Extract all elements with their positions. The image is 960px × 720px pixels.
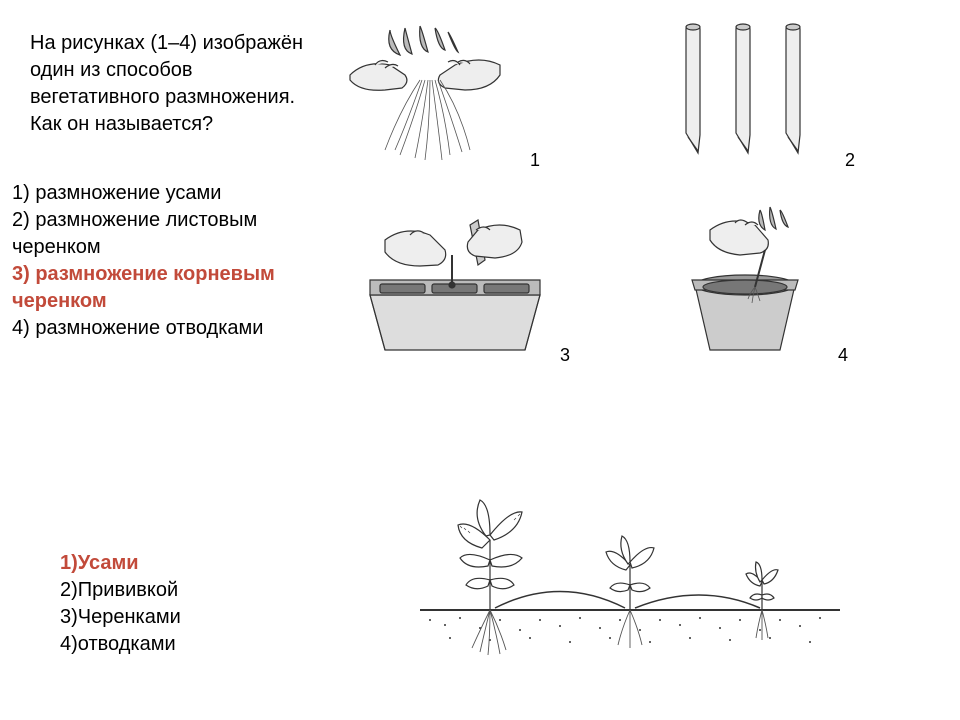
question-line: Как он называется? xyxy=(30,111,320,138)
option-1: 1) размножение усами xyxy=(12,180,312,207)
option-2-line2: черенком xyxy=(12,234,312,261)
option-3-line1: 3) размножение корневым xyxy=(12,261,312,288)
option-b2: 2)Прививкой xyxy=(60,577,360,604)
figure-3-label: 3 xyxy=(560,345,570,366)
figure-2 xyxy=(650,15,840,165)
question-line: На рисунках (1–4) изображён xyxy=(30,30,320,57)
figure-4-label: 4 xyxy=(838,345,848,366)
figure-2-label: 2 xyxy=(845,150,855,171)
figure-4 xyxy=(640,195,840,360)
figure-1-label: 1 xyxy=(530,150,540,171)
option-b4: 4)отводками xyxy=(60,631,360,658)
option-2-line1: 2) размножение листовым xyxy=(12,207,312,234)
figure-3 xyxy=(350,200,560,360)
answer-options-top: 1) размножение усами 2) размножение лист… xyxy=(12,180,312,342)
question-line: один из способов xyxy=(30,57,320,84)
question-text: На рисунках (1–4) изображён один из спос… xyxy=(30,30,320,138)
option-b3: 3)Черенками xyxy=(60,604,360,631)
answer-options-bottom: 1)Усами 2)Прививкой 3)Черенками 4)отводк… xyxy=(60,550,360,658)
option-b1: 1)Усами xyxy=(60,550,360,577)
option-4: 4) размножение отводками xyxy=(12,315,312,342)
figure-1 xyxy=(330,20,530,170)
question-line: вегетативного размножения. xyxy=(30,84,320,111)
option-3-line2: черенком xyxy=(12,288,312,315)
figure-5 xyxy=(410,470,850,670)
